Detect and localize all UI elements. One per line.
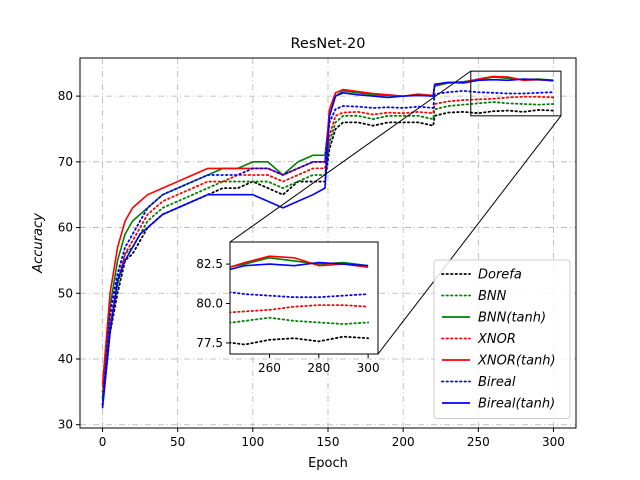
inset-series-bireal-line: [230, 291, 370, 299]
inset-series-xnor-line: [230, 304, 370, 314]
inset-series: [230, 255, 370, 346]
zoom-inset: 260 280 300 77.5 80.0 82.5: [196, 241, 380, 375]
inset-y-tick-label-0: 77.5: [196, 336, 223, 350]
inset-y-tick-label-1: 80.0: [196, 297, 223, 311]
zoom-connector-lines: [229, 70, 562, 355]
zoom-box: [470, 70, 562, 117]
legend-label-xnor: XNOR: [477, 332, 516, 347]
x-axis-ticks: 0 50 100 150 200 250 300: [99, 428, 565, 449]
y-tick-label-40: 40: [58, 352, 73, 366]
y-tick-label-80: 80: [58, 89, 73, 103]
inset-x-ticks: 260 280 300: [258, 354, 380, 375]
series-bireal-line: [101, 89, 555, 406]
inset-series-bireal-tanh-line: [230, 261, 369, 271]
x-tick-label-200: 200: [392, 435, 415, 449]
y-tick-label-60: 60: [58, 221, 73, 235]
inset-y-ticks: 77.5 80.0 82.5: [196, 257, 230, 350]
x-tick-label-250: 250: [467, 435, 490, 449]
inset-x-tick-label-280: 280: [307, 361, 330, 375]
legend-label-bnn: BNN: [478, 289, 507, 304]
x-tick-label-300: 300: [542, 435, 565, 449]
connector-line-top: [229, 70, 472, 243]
legend-label-bireal: Bireal: [478, 375, 516, 390]
y-axis-ticks: 30 40 50 60 70 80: [58, 89, 80, 432]
series-bireal-tanh-line: [101, 78, 554, 409]
chart-title: ResNet-20: [290, 36, 365, 52]
legend-label-xnor-tanh: XNOR(tanh): [477, 354, 556, 369]
connector-line-bottom: [377, 115, 562, 355]
inset-series-bnn-tanh-line: [230, 256, 369, 268]
inset-series-bnn-line: [230, 316, 370, 325]
y-tick-label-30: 30: [58, 418, 73, 432]
x-tick-label-0: 0: [99, 435, 107, 449]
legend-label-bnn-tanh: BNN(tanh): [478, 311, 546, 326]
y-axis-label: Accuracy: [31, 213, 46, 274]
x-tick-label-100: 100: [241, 435, 264, 449]
legend-label-bireal-tanh: Bireal(tanh): [478, 397, 555, 412]
y-tick-label-50: 50: [58, 286, 73, 300]
x-tick-label-50: 50: [170, 435, 185, 449]
inset-x-tick-label-300: 300: [357, 361, 380, 375]
series-xnor-line: [101, 95, 555, 393]
x-axis-label: Epoch: [308, 456, 348, 471]
legend-box: [433, 259, 571, 419]
y-tick-label-70: 70: [58, 155, 73, 169]
x-tick-label-150: 150: [317, 435, 340, 449]
inset-frame: [229, 241, 379, 355]
inset-y-tick-label-2: 82.5: [196, 257, 223, 271]
inset-x-tick-label-260: 260: [258, 361, 281, 375]
legend: Dorefa BNN BNN(tanh) XNOR XNOR(tanh) Bireal Bi…: [433, 259, 571, 419]
legend-label-dorefa: Dorefa: [478, 268, 522, 283]
zoom-region-box: [470, 70, 562, 117]
inset-series-dorefa-line: [230, 335, 370, 346]
